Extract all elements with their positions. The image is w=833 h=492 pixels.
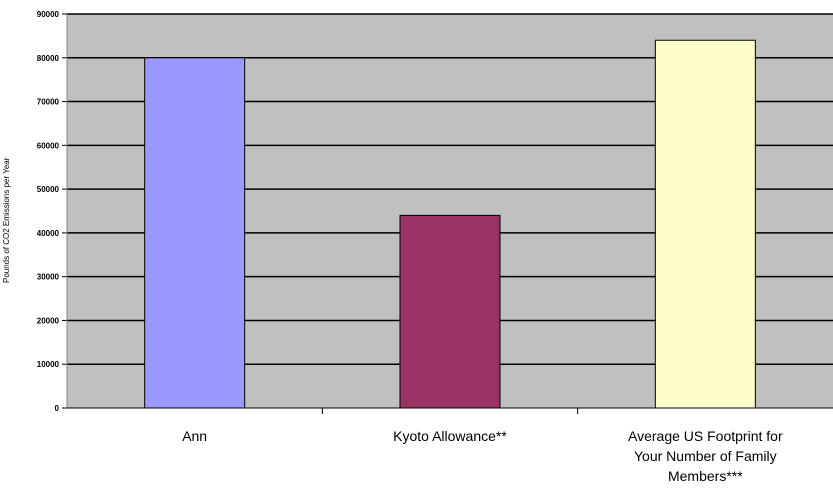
y-tick-label: 10000	[37, 360, 60, 369]
bar	[654, 39, 756, 409]
y-tick-label: 60000	[37, 141, 60, 150]
y-tick-label: 90000	[37, 10, 60, 19]
y-tick-label: 0	[55, 404, 60, 413]
x-tick-label: Average US Footprint for Your Number of …	[628, 428, 783, 484]
y-tick-label: 80000	[37, 54, 60, 63]
y-tick-label: 20000	[37, 316, 60, 325]
y-tick-label: 50000	[37, 185, 60, 194]
x-tick-label: Kyoto Allowance**	[393, 428, 507, 444]
bar	[399, 214, 501, 409]
y-tick-label: 40000	[37, 229, 60, 238]
x-tick-label: Ann	[182, 428, 208, 444]
y-tick-label: 30000	[37, 273, 60, 282]
bar	[144, 57, 246, 409]
y-tick-label: 70000	[37, 98, 60, 107]
